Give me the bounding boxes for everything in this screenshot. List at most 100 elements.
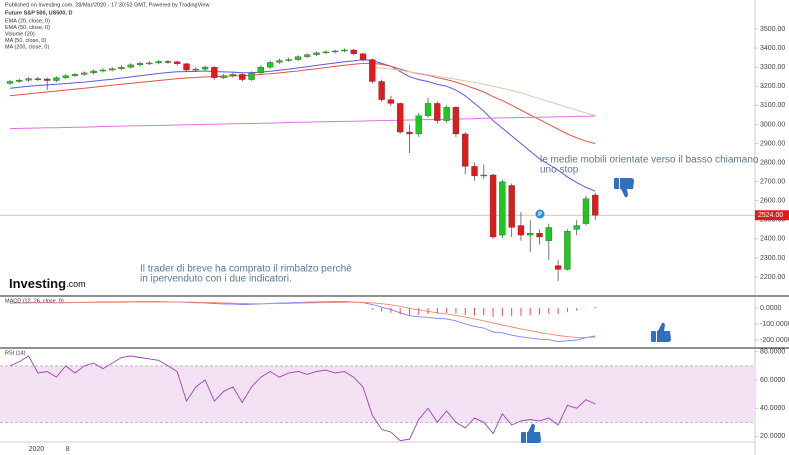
y-tick-label: 80.0000 bbox=[760, 349, 785, 356]
candle-body bbox=[174, 61, 181, 64]
legend-entry: EMA (20, close, 0) bbox=[5, 18, 50, 24]
panel-title: MACD (12, 26, close, 9) bbox=[5, 298, 64, 304]
y-tick-label: 3200.00 bbox=[760, 83, 785, 90]
candle-body bbox=[573, 225, 580, 230]
candle-body bbox=[536, 233, 543, 238]
candle-body bbox=[582, 198, 590, 224]
candle-body bbox=[71, 74, 79, 76]
indicator-line bbox=[9, 355, 596, 442]
candle-body bbox=[99, 69, 107, 72]
candle-body bbox=[424, 103, 432, 116]
logo-suffix: .com bbox=[66, 279, 86, 289]
last-price-box bbox=[755, 210, 789, 221]
panel-title: RSI (14) bbox=[5, 350, 26, 356]
candle-body bbox=[341, 49, 348, 52]
thumbs-up-icon bbox=[651, 322, 671, 342]
candle-body bbox=[16, 79, 23, 82]
candle-body bbox=[369, 59, 376, 82]
y-tick-label: 3000.00 bbox=[760, 121, 785, 128]
y-tick-label: 2600.00 bbox=[760, 198, 785, 205]
candle-body bbox=[508, 185, 515, 228]
candle-body bbox=[183, 63, 190, 71]
candle-body bbox=[378, 81, 385, 100]
candle-body bbox=[462, 133, 469, 167]
candle-body bbox=[81, 72, 88, 75]
y-tick-label: -200.0000 bbox=[760, 337, 789, 344]
candle-body bbox=[313, 52, 320, 55]
candle-body bbox=[6, 81, 14, 84]
candle-body bbox=[443, 107, 450, 121]
candle-body bbox=[136, 63, 144, 66]
annotation: Il trader di breve ha comprato il rimbal… bbox=[140, 264, 352, 275]
candle-body bbox=[220, 75, 227, 78]
candle-body bbox=[164, 61, 172, 63]
logo: Investing.com bbox=[9, 276, 86, 291]
y-tick-label: 2300.00 bbox=[760, 255, 785, 262]
candle-body bbox=[155, 61, 162, 64]
candle-body bbox=[350, 49, 357, 54]
y-tick-label: 2800.00 bbox=[760, 159, 785, 166]
indicator-line bbox=[9, 301, 596, 343]
candle-body bbox=[44, 78, 51, 81]
candle-body bbox=[387, 99, 395, 104]
candle-body bbox=[545, 227, 552, 241]
indicator-line bbox=[9, 301, 596, 338]
marker-circle bbox=[535, 209, 545, 219]
candle-body bbox=[499, 181, 506, 236]
candle-body bbox=[109, 68, 116, 71]
y-tick-label: 2400.00 bbox=[760, 236, 785, 243]
y-tick-label: 0.0000 bbox=[760, 305, 782, 312]
marker-label: P bbox=[538, 212, 542, 218]
x-tick-label: 8 bbox=[66, 446, 70, 453]
y-tick-label: 3500.00 bbox=[760, 26, 785, 33]
candle-body bbox=[406, 131, 413, 135]
candle-body bbox=[34, 78, 42, 80]
candle-body bbox=[118, 67, 125, 69]
candle-body bbox=[452, 107, 460, 135]
candle-body bbox=[285, 59, 292, 61]
candle-body bbox=[248, 72, 255, 80]
candle-body bbox=[257, 67, 264, 74]
y-tick-label: 2900.00 bbox=[760, 140, 785, 147]
candle-body bbox=[192, 68, 199, 71]
candle-body bbox=[480, 174, 487, 177]
moving-average-line bbox=[9, 115, 596, 130]
candle-body bbox=[564, 231, 571, 270]
candle-body bbox=[304, 54, 311, 57]
candle-body bbox=[554, 265, 562, 270]
moving-average-line bbox=[372, 66, 596, 117]
y-tick-label: 2700.00 bbox=[760, 178, 785, 185]
candle-body bbox=[239, 74, 246, 80]
moving-average-line bbox=[9, 62, 596, 144]
y-tick-label: -100.0000 bbox=[760, 321, 789, 328]
candle-body bbox=[294, 56, 302, 60]
candle-body bbox=[489, 174, 497, 238]
annotation: uno stop bbox=[540, 165, 579, 176]
y-tick-label: 60.0000 bbox=[760, 377, 785, 384]
thumbs-up-icon bbox=[521, 423, 541, 443]
x-tick-label: 2020 bbox=[29, 446, 45, 453]
candle-body bbox=[62, 75, 69, 78]
candle-body bbox=[276, 60, 283, 63]
candle-body bbox=[53, 77, 60, 81]
candle-body bbox=[211, 67, 218, 78]
candle-body bbox=[229, 74, 237, 76]
candle-body bbox=[527, 233, 534, 236]
y-tick-label: 2200.00 bbox=[760, 274, 785, 281]
candle-body bbox=[434, 103, 441, 121]
candle-body bbox=[359, 53, 367, 60]
published: Published on Investing.com, 28/Mar/2020 … bbox=[5, 2, 209, 8]
candle-body bbox=[201, 67, 209, 70]
y-tick-label: 3100.00 bbox=[760, 102, 785, 109]
candle-body bbox=[322, 51, 330, 54]
annotation: in ipervenduto con i due indicatori. bbox=[140, 274, 292, 285]
y-tick-label: 20.0000 bbox=[760, 433, 785, 440]
thumbs-down-icon bbox=[614, 178, 634, 198]
candle-body bbox=[25, 78, 32, 81]
y-tick-label: 40.0000 bbox=[760, 405, 785, 412]
legend-entry: MA (200, close, 0) bbox=[5, 44, 49, 50]
candle-body bbox=[517, 225, 525, 236]
candle-body bbox=[415, 115, 422, 135]
y-tick-label: 3400.00 bbox=[760, 45, 785, 52]
